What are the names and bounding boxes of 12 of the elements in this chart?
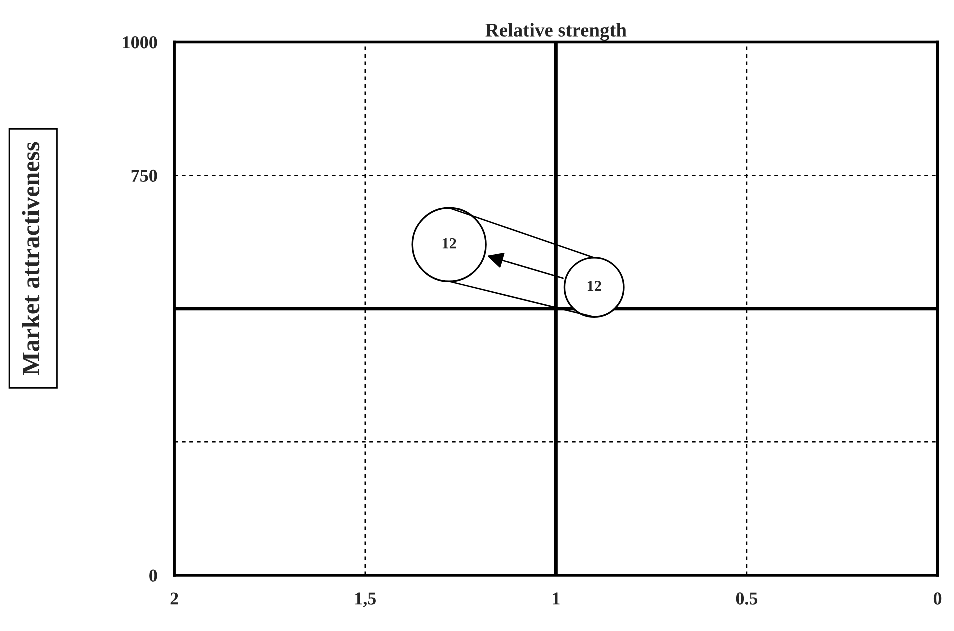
x-axis-title: Relative strength [486,23,627,42]
y-tick-label: 0 [150,570,158,582]
x-tick-label: 1 [553,592,560,605]
x-tick-label: 0 [934,592,942,605]
x-tick-label: 0.5 [736,592,758,605]
annotation: 12 [442,238,456,249]
x-tick-label: 1,5 [356,592,376,608]
annotation: 12 [588,281,602,292]
y-tick-label: 1000 [123,36,158,49]
x-tick-label: 2 [170,592,178,605]
y-axis-title: Market attractiveness [22,142,40,376]
y-tick-label: 750 [132,170,158,182]
